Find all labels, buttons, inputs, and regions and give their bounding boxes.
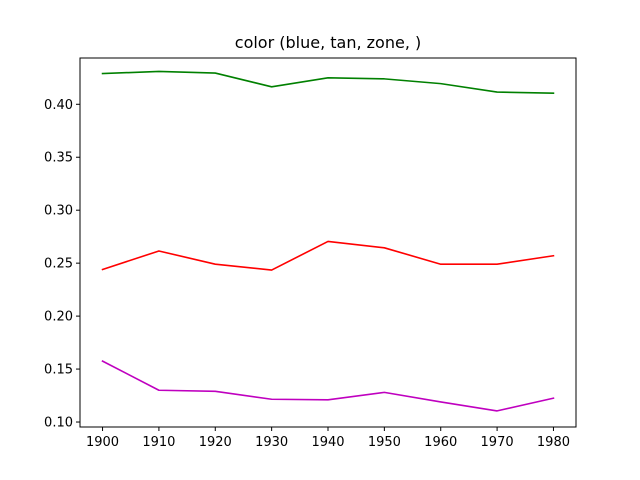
x-tick-label: 1900: [86, 435, 119, 450]
series-layer: [101, 70, 555, 412]
plot-frame: [79, 57, 577, 428]
y-tick-label: 0.30: [44, 204, 73, 219]
x-tick-label: 1910: [142, 435, 175, 450]
y-tick-label: 0.15: [44, 363, 73, 378]
series-line-3: [101, 360, 555, 412]
y-tick-label: 0.35: [44, 151, 73, 166]
chart-title: color (blue, tan, zone, ): [235, 33, 421, 52]
x-tick-label: 1920: [199, 435, 232, 450]
y-tick-label: 0.25: [44, 257, 73, 272]
y-tick-label: 0.20: [44, 310, 73, 325]
series-line-1: [101, 70, 555, 94]
x-tick-label: 1980: [537, 435, 570, 450]
x-tick-label: 1960: [424, 435, 457, 450]
y-tick-label: 0.10: [44, 416, 73, 431]
series-line-2: [101, 240, 555, 271]
y-axis: 0.10 0.15 0.20 0.25 0.30 0.35 0.40: [44, 98, 80, 431]
x-tick-label: 1930: [255, 435, 288, 450]
x-tick-label: 1940: [311, 435, 344, 450]
x-tick-label: 1950: [368, 435, 401, 450]
x-tick-label: 1970: [481, 435, 514, 450]
y-tick-label: 0.40: [44, 98, 73, 113]
x-axis: 1900 1910 1920 1930 1940 1950 1960 1970 1980: [86, 427, 570, 450]
